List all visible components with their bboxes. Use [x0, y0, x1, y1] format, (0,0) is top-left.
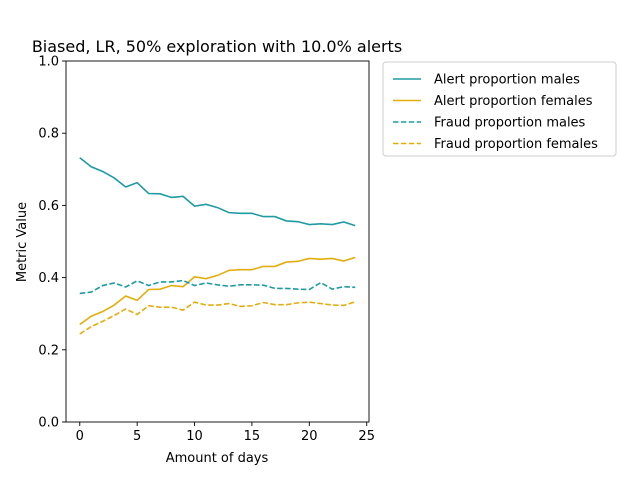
x-tick-label: 25 — [358, 429, 375, 444]
x-tick-label: 15 — [244, 429, 261, 444]
y-axis-label: Metric Value — [15, 202, 30, 282]
y-tick-label: 0.4 — [38, 271, 59, 286]
legend-label: Fraud proportion males — [434, 116, 586, 131]
y-tick-label: 0.6 — [38, 199, 59, 214]
x-tick-label: 0 — [76, 429, 84, 444]
y-tick-label: 1.0 — [38, 55, 59, 70]
legend-label: Alert proportion females — [434, 94, 593, 109]
legend: Alert proportion males Alert proportion f… — [382, 61, 617, 157]
legend-frame — [382, 61, 617, 157]
plot-area — [65, 60, 370, 423]
y-tick-label: 0.2 — [38, 343, 59, 358]
x-axis: 0 5 10 15 20 25 — [76, 422, 375, 444]
y-tick-label: 0.8 — [38, 127, 59, 142]
y-tick-label: 0.0 — [38, 416, 59, 431]
x-tick-label: 5 — [133, 429, 141, 444]
y-axis: 0.0 0.2 0.4 0.6 0.8 1.0 — [38, 55, 66, 431]
legend-label: Fraud proportion females — [434, 137, 598, 152]
series-line-1 — [79, 157, 356, 227]
x-tick-label: 10 — [186, 429, 203, 444]
legend-label: Alert proportion males — [434, 73, 580, 88]
plot-frame — [65, 60, 370, 423]
x-tick-label: 20 — [301, 429, 318, 444]
series-line-4 — [79, 301, 356, 335]
x-axis-label: Amount of days — [166, 451, 269, 466]
chart-title: Biased, LR, 50% exploration with 10.0% a… — [32, 37, 402, 56]
series-line-2 — [79, 256, 356, 326]
series-line-3 — [79, 279, 356, 295]
